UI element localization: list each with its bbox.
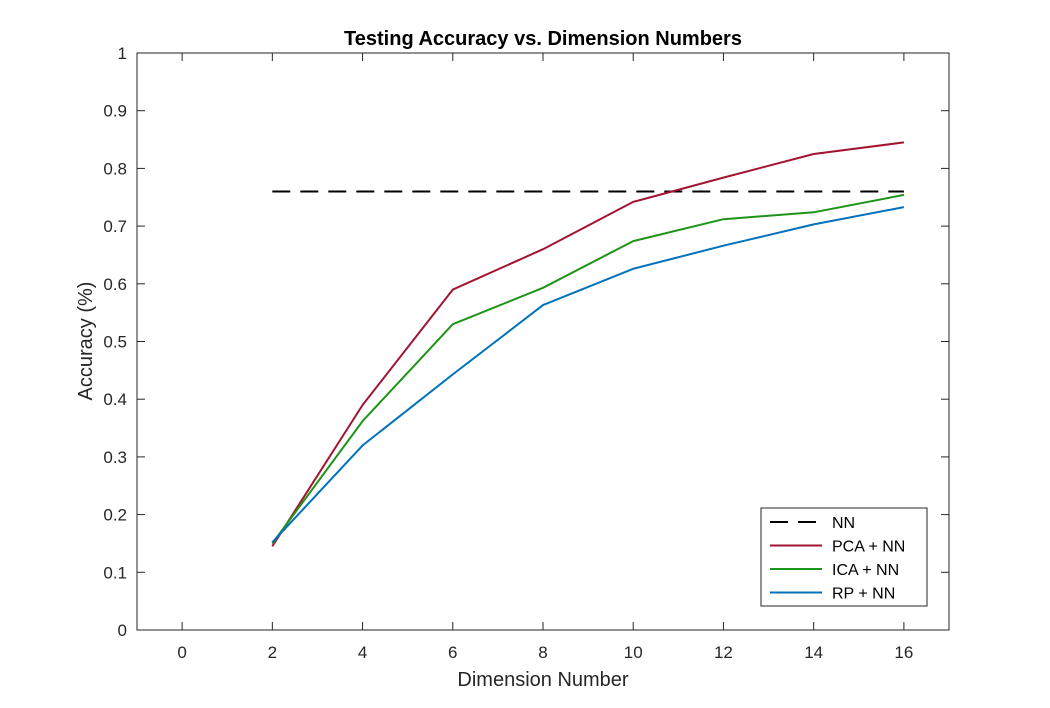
y-tick-label: 0.9 bbox=[103, 102, 127, 121]
legend-item-label: ICA + NN bbox=[832, 562, 899, 579]
legend-item-label: PCA + NN bbox=[832, 539, 905, 556]
x-tick-label: 16 bbox=[894, 643, 913, 662]
y-tick-label: 0 bbox=[118, 621, 127, 640]
y-tick-label: 0.3 bbox=[103, 448, 127, 467]
y-tick-label: 0.5 bbox=[103, 333, 127, 352]
series-line-pca-nn bbox=[271, 141, 905, 547]
series-line-rp-nn bbox=[271, 206, 905, 543]
legend-item-label: NN bbox=[832, 515, 855, 532]
x-tick-label: 0 bbox=[177, 643, 186, 662]
y-tick-label: 1 bbox=[118, 44, 127, 63]
chart-title: Testing Accuracy vs. Dimension Numbers bbox=[344, 28, 742, 50]
axis-ticks: 0 2 4 6 8 10 12 14 16 0 0.1 0.2 0.3 0.4 0.5 0.6 0.7 0.8 0.… bbox=[103, 44, 949, 662]
series-layer bbox=[271, 141, 905, 547]
x-axis-label: Dimension Number bbox=[457, 669, 629, 691]
x-tick-label: 6 bbox=[448, 643, 457, 662]
y-axis-label: Accuracy (%) bbox=[75, 282, 97, 401]
y-tick-label: 0.8 bbox=[103, 159, 127, 178]
legend: NN PCA + NN ICA + NN RP + NN bbox=[760, 507, 928, 607]
y-tick-label: 0.1 bbox=[103, 563, 127, 582]
legend-item-label: RP + NN bbox=[832, 586, 895, 603]
x-tick-label: 8 bbox=[538, 643, 547, 662]
y-tick-label: 0.6 bbox=[103, 275, 127, 294]
x-tick-label: 10 bbox=[624, 643, 643, 662]
x-tick-label: 2 bbox=[268, 643, 277, 662]
x-tick-label: 4 bbox=[358, 643, 367, 662]
y-tick-label: 0.2 bbox=[103, 506, 127, 525]
y-tick-label: 0.7 bbox=[103, 217, 127, 236]
legend-box bbox=[760, 507, 928, 607]
x-tick-label: 14 bbox=[804, 643, 823, 662]
series-line-ica-nn bbox=[271, 193, 905, 545]
x-tick-label: 12 bbox=[714, 643, 733, 662]
y-tick-label: 0.4 bbox=[103, 390, 127, 409]
